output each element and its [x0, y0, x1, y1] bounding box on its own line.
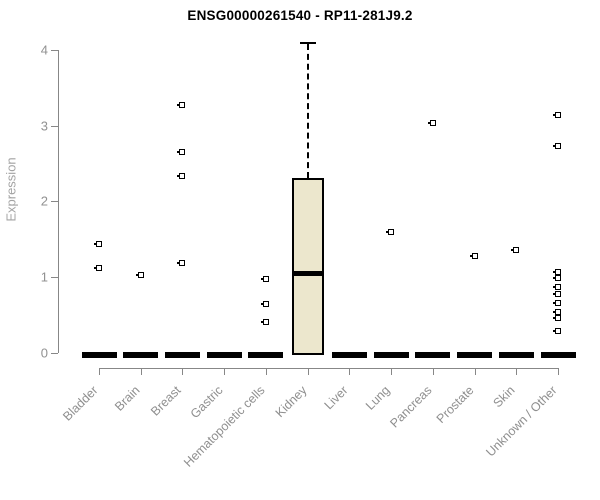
zero-line-dash	[248, 352, 284, 358]
zero-line-dash	[415, 352, 451, 358]
outlier-point	[553, 284, 562, 291]
zero-line-dash	[498, 352, 534, 358]
y-tick-label: 1	[40, 269, 48, 285]
y-axis-label: Expression	[3, 157, 19, 222]
y-tick	[51, 201, 58, 203]
whisker-cap	[299, 42, 316, 45]
x-tick	[349, 368, 351, 375]
x-tick	[265, 368, 267, 375]
zero-line-dash	[331, 352, 367, 358]
outlier-point	[260, 276, 269, 283]
y-tick-label: 3	[40, 118, 48, 134]
x-tick	[140, 368, 142, 375]
outlier-point	[553, 274, 562, 281]
outlier-point	[553, 291, 562, 298]
zero-line-dash	[540, 352, 576, 358]
outlier-point	[260, 301, 269, 308]
x-tick	[182, 368, 184, 375]
outlier-point	[553, 309, 562, 316]
median-line	[291, 270, 324, 276]
y-tick-label: 4	[40, 42, 48, 58]
outlier-point	[177, 172, 186, 179]
outlier-point	[260, 319, 269, 326]
box	[291, 177, 324, 356]
zero-line-dash	[206, 352, 242, 358]
outlier-point	[427, 120, 436, 127]
outlier-point	[135, 272, 144, 279]
outlier-point	[177, 102, 186, 109]
outlier-point	[94, 241, 102, 248]
outlier-point	[94, 264, 102, 271]
outlier-point	[177, 149, 186, 156]
y-tick	[51, 50, 58, 52]
x-tick	[307, 368, 309, 375]
outlier-point	[177, 259, 186, 266]
y-tick	[51, 352, 58, 354]
outlier-point	[553, 299, 562, 306]
zero-line-dash	[164, 352, 200, 358]
y-tick	[51, 276, 58, 278]
x-axis-line	[99, 368, 560, 369]
outlier-point	[386, 228, 395, 235]
y-tick-label: 0	[40, 345, 48, 360]
x-tick	[99, 368, 100, 375]
x-tick	[558, 368, 560, 375]
outlier-point	[469, 252, 478, 259]
y-tick-label: 2	[40, 193, 48, 209]
x-tick	[516, 368, 518, 375]
zero-line-dash	[373, 352, 409, 358]
zero-line-dash	[123, 352, 159, 358]
y-axis-line	[58, 50, 59, 353]
outlier-point	[553, 328, 562, 335]
x-tick	[391, 368, 393, 375]
outlier-point	[511, 247, 520, 254]
x-tick	[432, 368, 434, 375]
outlier-point	[553, 315, 562, 322]
x-tick	[474, 368, 476, 375]
x-tick	[224, 368, 226, 375]
y-tick	[51, 125, 58, 127]
whisker	[306, 44, 309, 178]
zero-line-dash	[81, 352, 117, 358]
outlier-point	[553, 112, 562, 119]
chart-title: ENSG00000261540 - RP11-281J9.2	[187, 8, 413, 23]
zero-line-dash	[457, 352, 493, 358]
outlier-point	[553, 143, 562, 150]
